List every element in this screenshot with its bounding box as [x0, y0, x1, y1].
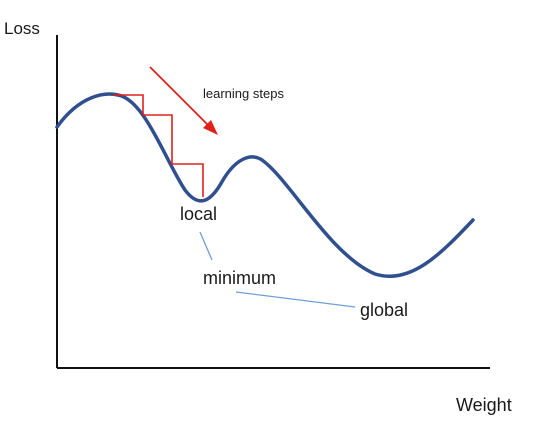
global-label: global [360, 300, 408, 320]
learning-steps-label: learning steps [203, 86, 284, 101]
local-label: local [180, 204, 217, 224]
minimum-label: minimum [203, 268, 276, 288]
y-axis-label: Loss [4, 19, 40, 38]
x-axis-label: Weight [456, 395, 512, 415]
connector-local-minimum [199, 231, 213, 261]
loss-curve [55, 92, 475, 278]
learning-direction-arrow-head [203, 120, 218, 135]
connector-minimum-global [235, 291, 356, 308]
learning-direction-arrow-shaft [149, 66, 211, 128]
learning-steps-staircase [113, 94, 204, 197]
